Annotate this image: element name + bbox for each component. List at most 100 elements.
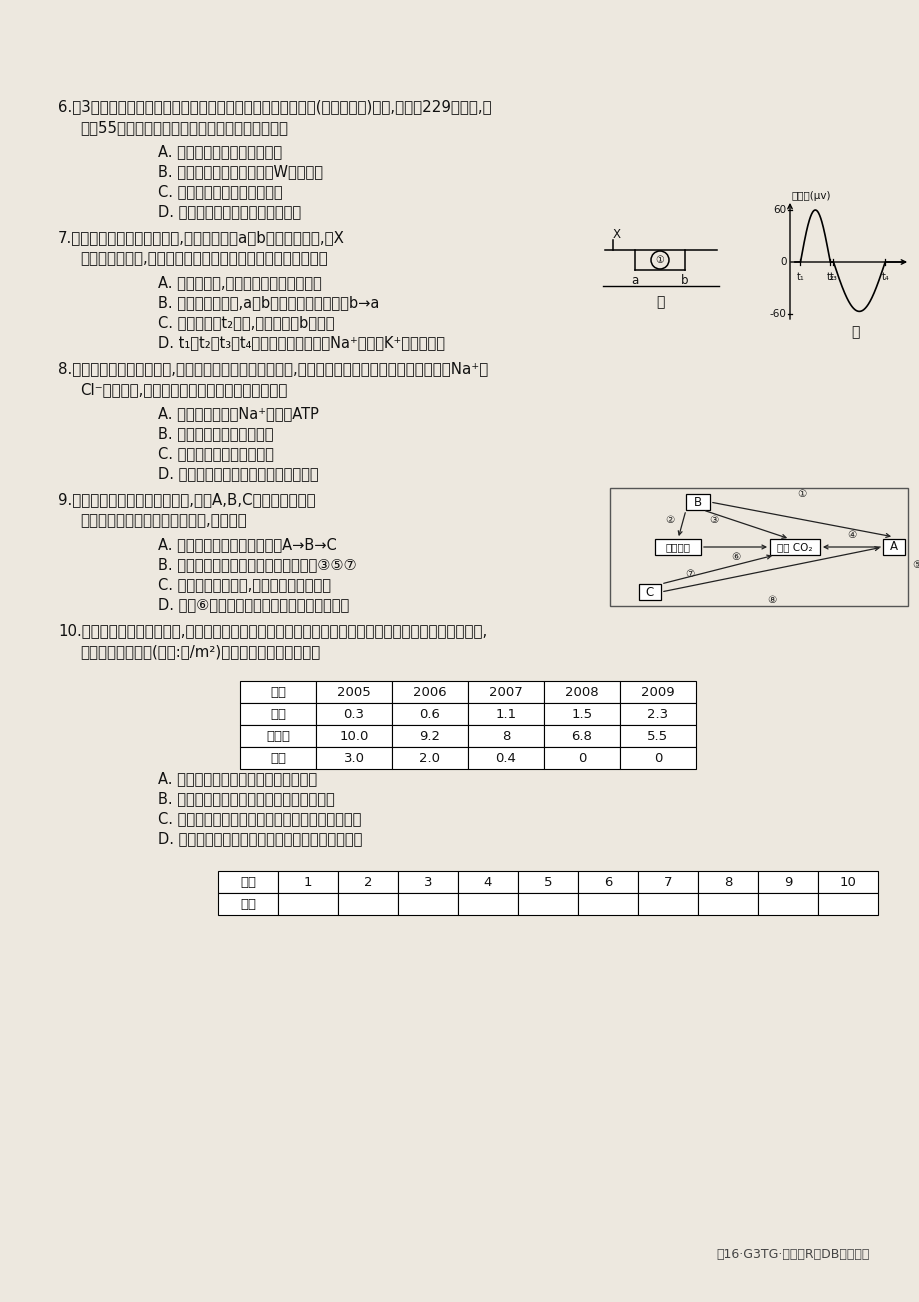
- Text: t₁: t₁: [796, 272, 803, 283]
- Bar: [757, 893, 817, 915]
- Text: C: C: [645, 586, 653, 599]
- Bar: [654, 539, 700, 555]
- Text: 3.0: 3.0: [343, 751, 364, 764]
- Bar: [698, 871, 757, 893]
- Text: 8: 8: [501, 729, 510, 742]
- Text: 10.0: 10.0: [339, 729, 369, 742]
- Text: 3: 3: [424, 875, 432, 888]
- Text: 题号: 题号: [240, 875, 255, 888]
- Text: Cl⁻被重吸收,而水很少被吸收。下列叙述正确的是: Cl⁻被重吸收,而水很少被吸收。下列叙述正确的是: [80, 383, 287, 397]
- Bar: [468, 725, 543, 747]
- Text: 大气 CO₂: 大气 CO₂: [777, 542, 811, 552]
- Bar: [698, 893, 757, 915]
- Text: ③: ③: [709, 516, 718, 525]
- Text: B. 出汗不利于维持体温稳定: B. 出汗不利于维持体温稳定: [158, 427, 273, 441]
- Text: B. 碳从生物群落进入无机环境的途径是③⑤⑦: B. 碳从生物群落进入无机环境的途径是③⑤⑦: [158, 557, 357, 573]
- Text: 不同成分。下列有关该图的分析,正确的是: 不同成分。下列有关该图的分析,正确的是: [80, 513, 246, 529]
- Bar: [517, 893, 577, 915]
- Text: 7.图甲为某一神经纤维示意图,将一电流表的a、b两极置于膜外,在X: 7.图甲为某一神经纤维示意图,将一电流表的a、b两极置于膜外,在X: [58, 230, 345, 246]
- Bar: [458, 893, 517, 915]
- Bar: [543, 703, 619, 725]
- Text: D. 推测该区域的生态系统抵抗力稳定性可能会减弱: D. 推测该区域的生态系统抵抗力稳定性可能会减弱: [158, 832, 362, 846]
- Text: ①: ①: [797, 490, 806, 499]
- Bar: [240, 681, 315, 703]
- Text: 2006: 2006: [413, 685, 447, 698]
- Bar: [315, 681, 391, 703]
- Text: 6.将3只表现正常但后代有患白化病的雄火鸡与多只正常雌火鸡(无亲缘关系)交配,共得到229只幼禽,其: 6.将3只表现正常但后代有患白化病的雄火鸡与多只正常雌火鸡(无亲缘关系)交配,共…: [58, 99, 491, 115]
- Text: 2007: 2007: [489, 685, 522, 698]
- Bar: [543, 681, 619, 703]
- Text: A. 可以推测该区域植物的丰富度在增加: A. 可以推测该区域植物的丰富度在增加: [158, 772, 317, 786]
- Bar: [619, 703, 696, 725]
- Bar: [218, 893, 278, 915]
- Text: 乙: 乙: [850, 326, 858, 339]
- Bar: [468, 703, 543, 725]
- Bar: [315, 703, 391, 725]
- Text: 甲: 甲: [655, 296, 664, 309]
- Bar: [337, 871, 398, 893]
- Text: 电位差(μv): 电位差(μv): [791, 191, 831, 201]
- Text: B: B: [693, 496, 701, 509]
- Text: ⑦: ⑦: [685, 569, 694, 579]
- Text: ①: ①: [655, 255, 664, 266]
- Text: 中有55只白化幼禽且均为雌性。下列叙述正确的是: 中有55只白化幼禽且均为雌性。下列叙述正确的是: [80, 121, 288, 135]
- Text: 0.4: 0.4: [495, 751, 516, 764]
- Bar: [882, 539, 904, 555]
- Text: ⑤: ⑤: [912, 560, 919, 570]
- Text: 0.6: 0.6: [419, 707, 440, 720]
- Bar: [398, 893, 458, 915]
- Text: 60: 60: [772, 204, 785, 215]
- Text: 化学燃料: 化学燃料: [664, 542, 690, 552]
- Text: 10.豚草是原产于北美的植物,某课外小组对某地区的一片闲散地的部分植物的种群密度进行了五年的调查,: 10.豚草是原产于北美的植物,某课外小组对某地区的一片闲散地的部分植物的种群密度…: [58, 624, 487, 638]
- Text: C. 碳循环具有全球性,磷循环不具有全球性: C. 碳循环具有全球性,磷循环不具有全球性: [158, 578, 331, 592]
- Bar: [619, 747, 696, 769]
- Bar: [619, 681, 696, 703]
- Text: D. 表现白化的雌性火鸡都是杂合子: D. 表现白化的雌性火鸡都是杂合子: [158, 204, 301, 220]
- Text: 5: 5: [543, 875, 551, 888]
- Bar: [240, 747, 315, 769]
- Text: X: X: [612, 228, 620, 241]
- Text: D. t₁～t₂、t₃～t₄电位的变化分别是由Na⁺内流和K⁺外流造成的: D. t₁～t₂、t₃～t₄电位的变化分别是由Na⁺内流和K⁺外流造成的: [158, 336, 445, 350]
- Bar: [315, 725, 391, 747]
- Text: A: A: [889, 540, 897, 553]
- Text: 答案: 答案: [240, 897, 255, 910]
- Text: 5.5: 5.5: [647, 729, 668, 742]
- Bar: [240, 725, 315, 747]
- Text: -60: -60: [768, 309, 785, 319]
- Bar: [769, 539, 819, 555]
- Text: 1.1: 1.1: [495, 707, 516, 720]
- Text: a: a: [630, 273, 638, 286]
- Bar: [278, 871, 337, 893]
- Text: 2: 2: [363, 875, 372, 888]
- Text: 0: 0: [577, 751, 585, 764]
- Text: t₄: t₄: [880, 272, 888, 283]
- Text: ⑥: ⑥: [730, 552, 739, 562]
- Text: 2005: 2005: [336, 685, 370, 698]
- Text: 6.8: 6.8: [571, 729, 592, 742]
- Text: 10: 10: [839, 875, 856, 888]
- Text: t₂: t₂: [825, 272, 834, 283]
- Bar: [543, 725, 619, 747]
- Text: 8: 8: [723, 875, 732, 888]
- Bar: [577, 871, 637, 893]
- Text: A. 火鸡白化性状属于隐性性状: A. 火鸡白化性状属于隐性性状: [158, 145, 282, 160]
- Text: t₃: t₃: [829, 272, 836, 283]
- Bar: [278, 893, 337, 915]
- Text: A. 汗腺导管重吸收Na⁺需消耗ATP: A. 汗腺导管重吸收Na⁺需消耗ATP: [158, 406, 319, 422]
- Bar: [757, 871, 817, 893]
- Text: C. 表现正常的幼禽基因型相同: C. 表现正常的幼禽基因型相同: [158, 185, 282, 199]
- Bar: [619, 725, 696, 747]
- Text: A. 图中生态系统中的食物链是A→B→C: A. 图中生态系统中的食物链是A→B→C: [158, 538, 336, 552]
- Text: B. 兴奋传导过程中,a、b间膜内电流的方向为b→a: B. 兴奋传导过程中,a、b间膜内电流的方向为b→a: [158, 296, 379, 310]
- Text: C. 在图乙中的t₂时刻,兴奋传导至b电极处: C. 在图乙中的t₂时刻,兴奋传导至b电极处: [158, 315, 335, 331]
- Text: 处给予适宜刺激,测得电位变化如图乙所示。下列说法正确的是: 处给予适宜刺激,测得电位变化如图乙所示。下列说法正确的是: [80, 251, 327, 267]
- Text: 1.5: 1.5: [571, 707, 592, 720]
- Bar: [637, 893, 698, 915]
- Text: 龙葵: 龙葵: [269, 751, 286, 764]
- Text: D. 提高⑥过程有利于维持大气中的碳、氧平衡: D. 提高⑥过程有利于维持大气中的碳、氧平衡: [158, 598, 349, 612]
- Text: ④: ④: [846, 530, 856, 540]
- Text: 9.右图表示生物圈中碳循环过程,其中A,B,C表示生态系统的: 9.右图表示生物圈中碳循环过程,其中A,B,C表示生态系统的: [58, 492, 315, 508]
- Text: 2008: 2008: [564, 685, 598, 698]
- Text: b: b: [680, 273, 688, 286]
- Text: 2009: 2009: [641, 685, 674, 698]
